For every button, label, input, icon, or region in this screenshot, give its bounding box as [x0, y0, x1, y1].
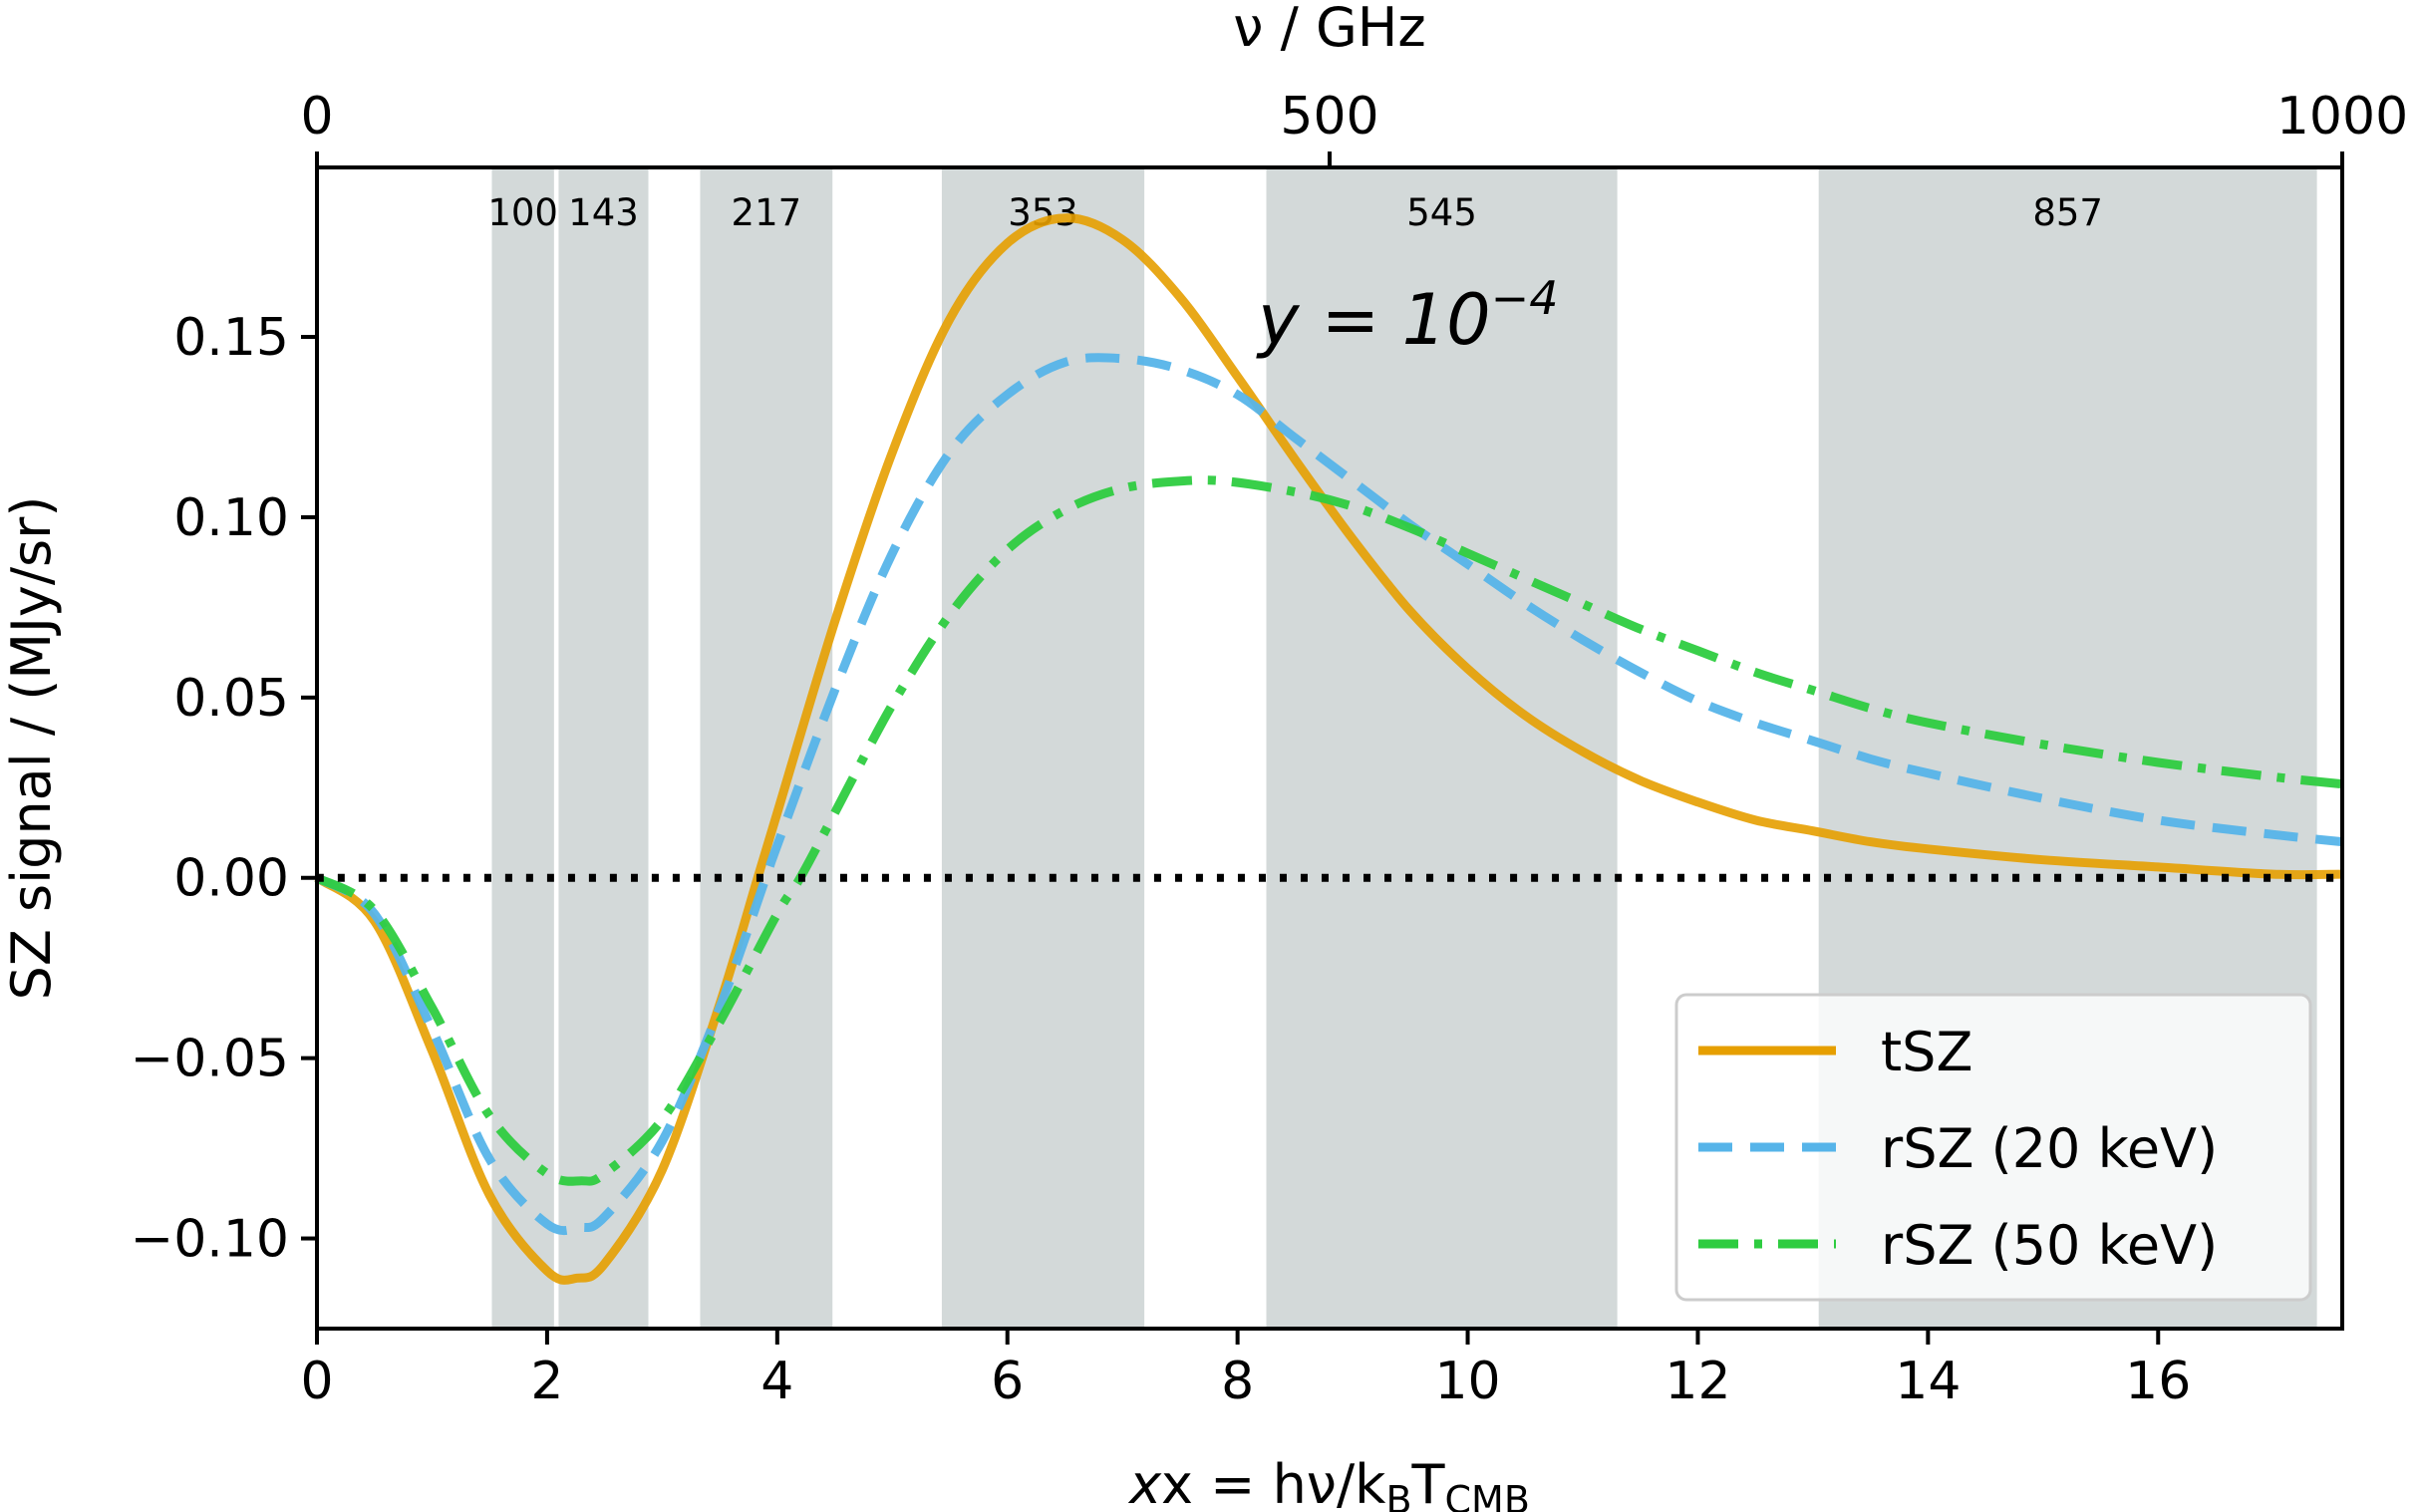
x-tick-label: 14 — [1895, 1352, 1961, 1411]
x-tick-label: 8 — [1221, 1352, 1254, 1411]
y-parameter-annotation: y = 10−4 — [1256, 271, 1558, 361]
annotation-exponent: −4 — [1491, 271, 1559, 325]
x-tick-label: 4 — [760, 1352, 793, 1411]
top-x-axis-label: ν / GHz — [1233, 0, 1425, 59]
y-tick-label: −0.05 — [131, 1030, 289, 1089]
legend-label-rsz-50-kev: rSZ (50 keV) — [1881, 1214, 2218, 1277]
band-545 — [1266, 167, 1618, 1329]
legend-label-tsz: tSZ — [1881, 1021, 1972, 1083]
band-label-353: 353 — [1008, 191, 1078, 234]
frequency-bands: 100 143 217 353 545 857 — [487, 167, 2317, 1329]
band-353 — [941, 167, 1145, 1329]
x-label-main: x = hν/k — [1161, 1453, 1386, 1512]
top-tick-label: 500 — [1280, 87, 1378, 147]
x-tick-label: 6 — [991, 1352, 1024, 1411]
series-line-rsz-50-kev — [314, 475, 2343, 1186]
y-tick-label: 0.15 — [173, 308, 289, 368]
y-axis-label: SZ signal / (MJy/sr) — [0, 496, 63, 1001]
legend-label-rsz-20-kev: rSZ (20 keV) — [1881, 1117, 2218, 1180]
x-axis-label: xx = hν/kBTCMB — [1127, 1453, 1530, 1512]
x-tick-label: 12 — [1664, 1352, 1730, 1411]
legend-frame — [1674, 993, 2312, 1302]
top-tick-label: 0 — [300, 87, 333, 147]
y-tick-label: 0.10 — [173, 488, 289, 548]
x-tick-label: 16 — [2125, 1352, 2191, 1411]
x-label-sub-b: B — [1385, 1478, 1411, 1512]
x-label-mid: T — [1411, 1453, 1446, 1512]
series-lines — [314, 213, 2343, 1285]
series-line-tsz — [314, 213, 2343, 1285]
legend: tSZ rSZ (20 keV) rSZ (50 keV) — [1674, 993, 2312, 1302]
band-143 — [558, 167, 649, 1329]
x-label-sub-cmb: CMB — [1445, 1478, 1530, 1512]
band-label-857: 857 — [2032, 191, 2103, 234]
band-label-143: 143 — [568, 191, 639, 234]
x-tick-label: 0 — [300, 1352, 333, 1411]
x-tick-label: 2 — [530, 1352, 563, 1411]
y-tick-label: 0.05 — [173, 669, 289, 729]
series-line-rsz-20-kev — [314, 353, 2343, 1236]
top-tick-label: 1000 — [2276, 87, 2408, 147]
y-tick-label: 0.00 — [173, 849, 289, 909]
y-tick-label: −0.10 — [131, 1210, 289, 1270]
band-label-217: 217 — [732, 191, 802, 234]
x-tick-label: 10 — [1434, 1352, 1500, 1411]
band-label-545: 545 — [1406, 191, 1477, 234]
axis-ticks: 0 2 4 6 8 10 12 14 16 0 500 1000 −0.10 −0.05 0.00 0.05 0… — [131, 87, 2409, 1411]
band-label-100: 100 — [487, 191, 558, 234]
